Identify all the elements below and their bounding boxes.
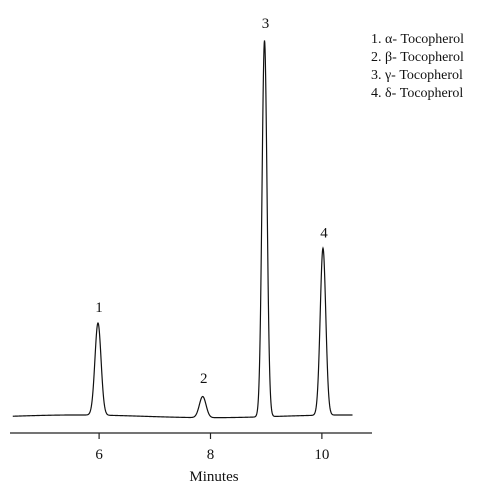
x-tick-label-6: 6 bbox=[95, 447, 103, 463]
legend-entry-4: 4. δ- Tocopherol bbox=[371, 86, 463, 101]
x-tick-label-10: 10 bbox=[314, 447, 329, 463]
x-axis-title: Minutes bbox=[189, 469, 238, 485]
legend-entry-3: 3. γ- Tocopherol bbox=[371, 68, 463, 83]
peak-labels: 1 2 3 4 bbox=[95, 16, 328, 387]
x-tick-label-8: 8 bbox=[207, 447, 215, 463]
legend: 1. α- Tocopherol 2. β- Tocopherol 3. γ- To… bbox=[371, 32, 464, 101]
x-axis-ticks: 6 8 10 bbox=[95, 433, 329, 463]
peak-label-2: 2 bbox=[200, 371, 208, 387]
legend-entry-1: 1. α- Tocopherol bbox=[371, 32, 464, 47]
legend-entry-2: 2. β- Tocopherol bbox=[371, 50, 464, 65]
peak-label-1: 1 bbox=[95, 300, 103, 316]
peak-label-4: 4 bbox=[320, 225, 328, 241]
chromatogram-trace bbox=[12, 40, 353, 419]
peak-label-3: 3 bbox=[262, 16, 270, 32]
